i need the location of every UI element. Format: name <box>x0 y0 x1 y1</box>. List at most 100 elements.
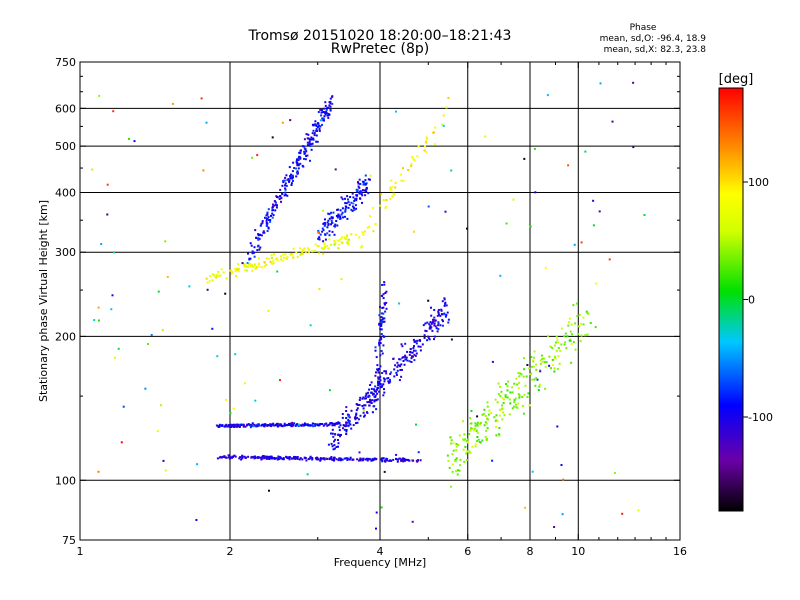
data-point <box>450 442 453 445</box>
data-point <box>106 183 109 186</box>
data-point <box>209 275 212 277</box>
data-point <box>258 248 261 251</box>
data-point <box>415 352 418 355</box>
data-point <box>341 416 344 419</box>
data-point <box>394 364 397 367</box>
data-point <box>267 216 270 219</box>
data-point <box>570 339 572 342</box>
data-point <box>375 457 378 460</box>
data-point <box>451 453 454 456</box>
data-point <box>268 489 270 492</box>
data-point <box>394 186 397 189</box>
data-point <box>410 165 413 167</box>
data-point <box>380 316 383 319</box>
data-point <box>308 138 311 141</box>
data-point <box>329 102 332 105</box>
data-point <box>296 170 299 173</box>
data-point <box>355 199 358 202</box>
data-point <box>520 373 523 376</box>
data-point <box>358 404 361 406</box>
data-point <box>258 456 261 459</box>
data-point <box>113 251 115 254</box>
data-point <box>444 303 446 305</box>
data-point <box>557 347 560 350</box>
data-point <box>407 169 410 171</box>
data-point <box>330 422 332 425</box>
data-point <box>271 209 274 212</box>
data-point <box>382 320 385 323</box>
data-point <box>511 391 514 394</box>
data-point <box>371 459 374 462</box>
data-point <box>409 348 412 351</box>
data-point <box>439 324 442 327</box>
data-point <box>341 198 344 201</box>
data-point <box>481 439 484 442</box>
data-point <box>347 424 350 427</box>
data-point <box>396 460 399 463</box>
data-point <box>288 456 291 459</box>
data-point <box>446 311 449 314</box>
data-point <box>511 407 514 410</box>
data-point <box>442 124 445 127</box>
data-point <box>344 210 347 213</box>
data-point <box>359 459 362 462</box>
data-point <box>358 451 361 454</box>
data-point <box>430 326 433 329</box>
data-point <box>328 458 331 461</box>
data-point <box>363 415 366 418</box>
x-tick-label: 8 <box>527 545 534 558</box>
data-point <box>363 414 366 417</box>
data-point <box>241 262 244 265</box>
data-point <box>265 263 267 266</box>
data-point <box>380 350 383 352</box>
data-point <box>339 217 342 220</box>
data-point <box>576 314 579 317</box>
data-point <box>258 257 260 260</box>
data-point <box>506 385 509 388</box>
data-point <box>317 231 320 234</box>
data-point <box>445 106 448 109</box>
data-point <box>383 378 386 381</box>
data-point <box>272 262 275 265</box>
data-point <box>333 243 336 246</box>
data-point <box>419 349 422 352</box>
data-point <box>273 200 276 203</box>
data-point <box>395 453 398 456</box>
data-point <box>433 316 436 319</box>
data-point <box>483 424 486 427</box>
data-point <box>330 223 333 226</box>
data-point <box>308 140 311 143</box>
data-point <box>323 243 326 246</box>
data-point <box>374 223 377 226</box>
data-point <box>476 431 479 434</box>
data-point <box>350 409 353 412</box>
data-point <box>256 425 259 428</box>
data-point <box>305 423 308 426</box>
data-point <box>289 176 292 179</box>
data-point <box>402 167 404 170</box>
data-point <box>97 306 100 309</box>
data-point <box>264 217 267 219</box>
data-point <box>495 414 498 417</box>
data-point <box>383 370 386 373</box>
data-point <box>217 425 220 428</box>
data-point <box>536 378 539 381</box>
data-point <box>330 243 332 246</box>
data-point <box>316 126 319 128</box>
data-point <box>470 410 473 412</box>
data-point <box>547 334 550 337</box>
data-point <box>429 321 432 324</box>
data-point <box>252 456 255 459</box>
data-point <box>329 105 332 108</box>
data-point <box>294 456 297 458</box>
data-point <box>354 198 357 201</box>
data-point <box>268 458 271 460</box>
data-point <box>230 269 233 272</box>
data-point <box>307 458 310 461</box>
data-point <box>499 408 502 411</box>
data-point <box>299 157 302 160</box>
data-point <box>243 382 246 385</box>
data-point <box>533 378 536 381</box>
data-point <box>306 141 309 144</box>
data-point <box>500 390 503 393</box>
